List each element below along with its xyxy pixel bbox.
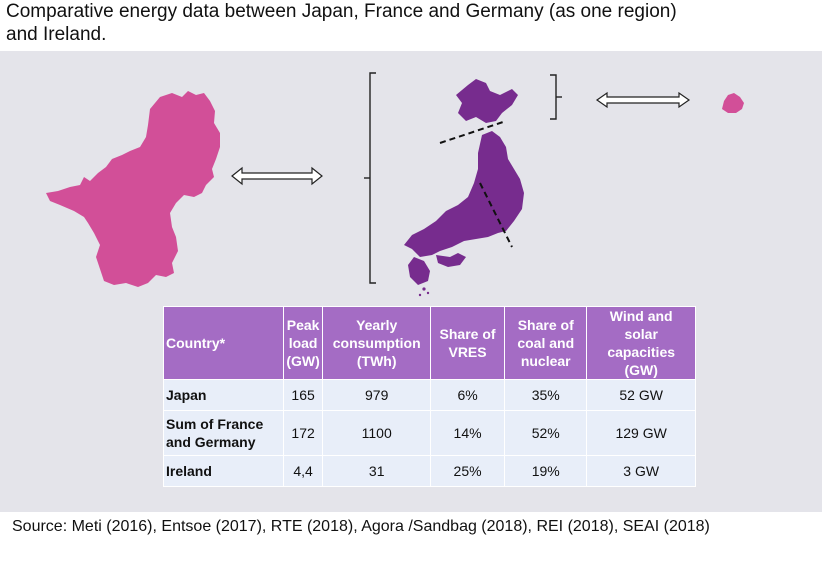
cell-wind-solar: 52 GW	[586, 379, 696, 411]
title-line-2: and Ireland.	[6, 24, 107, 45]
cell-share-coal-nuclear: 52%	[504, 410, 588, 456]
page-title: Comparative energy data between Japan, F…	[6, 0, 818, 46]
double-arrow-left	[231, 166, 323, 186]
cell-yearly-consumption: 1100	[322, 410, 431, 456]
header-wind-solar: Wind and solar capacities (GW)	[586, 306, 696, 380]
cell-share-vres: 25%	[429, 455, 506, 487]
france-germany-map	[46, 91, 220, 287]
cell-country: Ireland	[163, 455, 284, 487]
header-peak-load: Peak load (GW)	[282, 306, 324, 380]
cell-wind-solar: 3 GW	[586, 455, 696, 487]
source-note: Source: Meti (2016), Entsoe (2017), RTE …	[12, 518, 710, 535]
header-yearly-consumption: Yearly consumption (TWh)	[322, 306, 431, 380]
cell-wind-solar: 129 GW	[586, 410, 696, 456]
double-arrow-right	[595, 91, 691, 109]
hokkaido-bracket	[550, 74, 562, 120]
table-row: Ireland 4,4 31 25% 19% 3 GW	[163, 455, 696, 487]
japan-bracket	[364, 72, 376, 284]
bottom-divider	[0, 512, 822, 515]
cell-yearly-consumption: 31	[322, 455, 431, 487]
top-divider	[0, 48, 822, 51]
ireland-map	[722, 93, 744, 113]
cell-peak-load: 172	[282, 410, 324, 456]
cell-share-vres: 14%	[429, 410, 506, 456]
cell-share-vres: 6%	[429, 379, 506, 411]
header-share-vres: Share of VRES	[429, 306, 506, 380]
japan-map	[404, 79, 524, 297]
title-line-1: Comparative energy data between Japan, F…	[6, 1, 677, 22]
table-row: Sum of France and Germany 172 1100 14% 5…	[163, 410, 696, 456]
header-country: Country*	[163, 306, 284, 380]
cell-share-coal-nuclear: 35%	[504, 379, 588, 411]
cell-peak-load: 165	[282, 379, 324, 411]
table-header-row: Country* Peak load (GW) Yearly consumpti…	[163, 306, 696, 380]
cell-yearly-consumption: 979	[322, 379, 431, 411]
cell-peak-load: 4,4	[282, 455, 324, 487]
maps-illustration	[46, 72, 744, 297]
cell-share-coal-nuclear: 19%	[504, 455, 588, 487]
header-share-coal-nuclear: Share of coal and nuclear	[504, 306, 588, 380]
cell-country: Sum of France and Germany	[163, 410, 284, 456]
cell-country: Japan	[163, 379, 284, 411]
energy-comparison-table: Country* Peak load (GW) Yearly consumpti…	[163, 306, 696, 487]
table-row: Japan 165 979 6% 35% 52 GW	[163, 379, 696, 411]
japan-region-dividers	[439, 120, 513, 248]
